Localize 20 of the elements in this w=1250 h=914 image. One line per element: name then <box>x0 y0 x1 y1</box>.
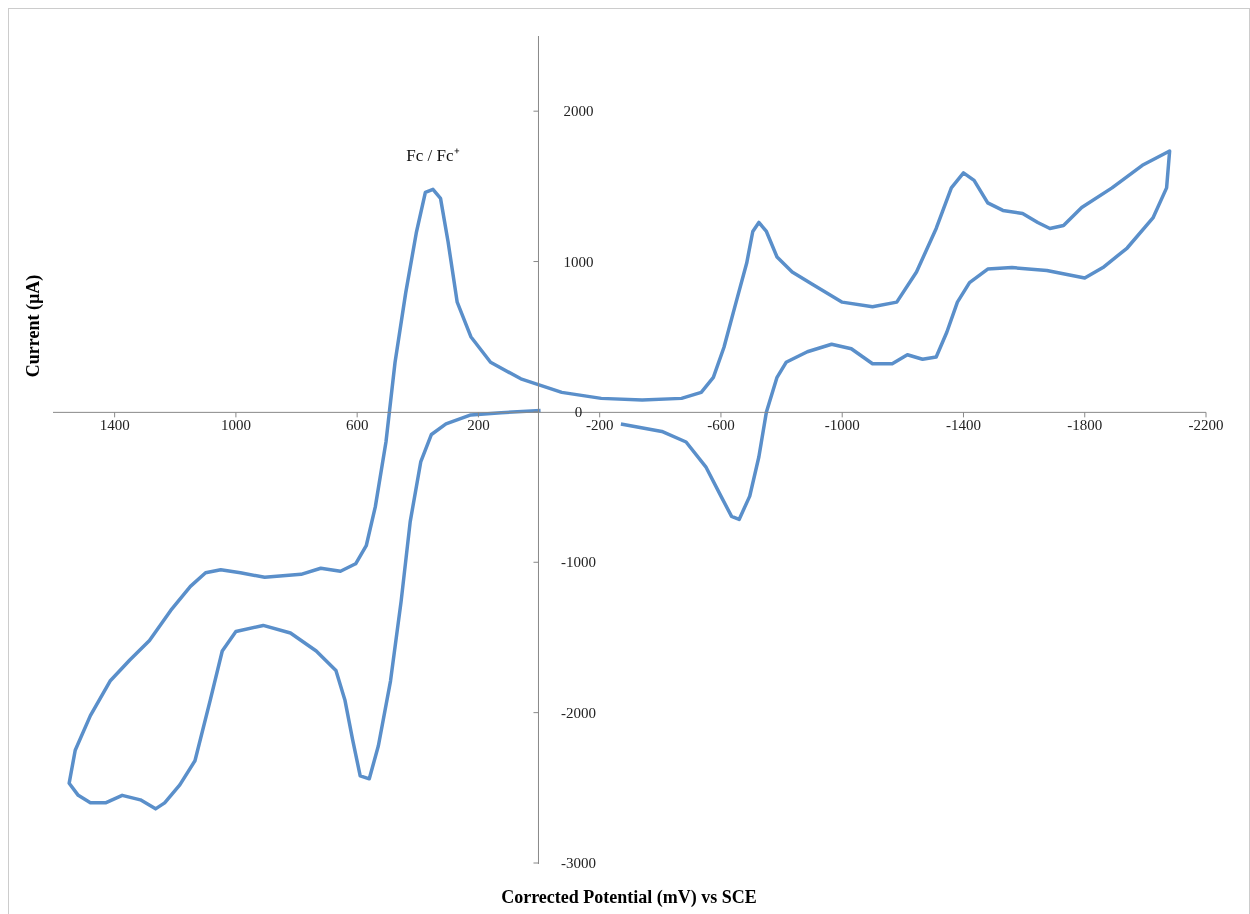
y-tick-label: -3000 <box>560 855 596 871</box>
x-tick-label: -600 <box>707 417 735 434</box>
x-tick-label: 1000 <box>220 417 251 434</box>
x-tick-label: 1400 <box>99 417 130 434</box>
x-tick-label: -2200 <box>1188 417 1224 434</box>
y-tick-label: 0 <box>574 403 583 420</box>
x-tick-label: -1400 <box>945 417 981 434</box>
y-tick-label: 1000 <box>563 253 594 270</box>
x-tick-label: 200 <box>467 417 490 434</box>
x-tick-label: -1800 <box>1067 417 1103 434</box>
y-axis-title: Current (µA) <box>22 274 44 378</box>
y-tick-label: 2000 <box>563 103 594 120</box>
y-tick-label: -2000 <box>560 704 596 721</box>
x-tick-label: 600 <box>345 417 369 434</box>
annotation: Fc / Fc⁺ <box>406 146 460 166</box>
y-tick-label: -1000 <box>560 554 596 571</box>
line-series <box>67 149 1172 811</box>
x-tick-label: -1000 <box>824 417 860 434</box>
x-tick-label: -200 <box>585 417 614 434</box>
x-axis-title: Corrected Potential (mV) vs SCE <box>500 887 758 908</box>
